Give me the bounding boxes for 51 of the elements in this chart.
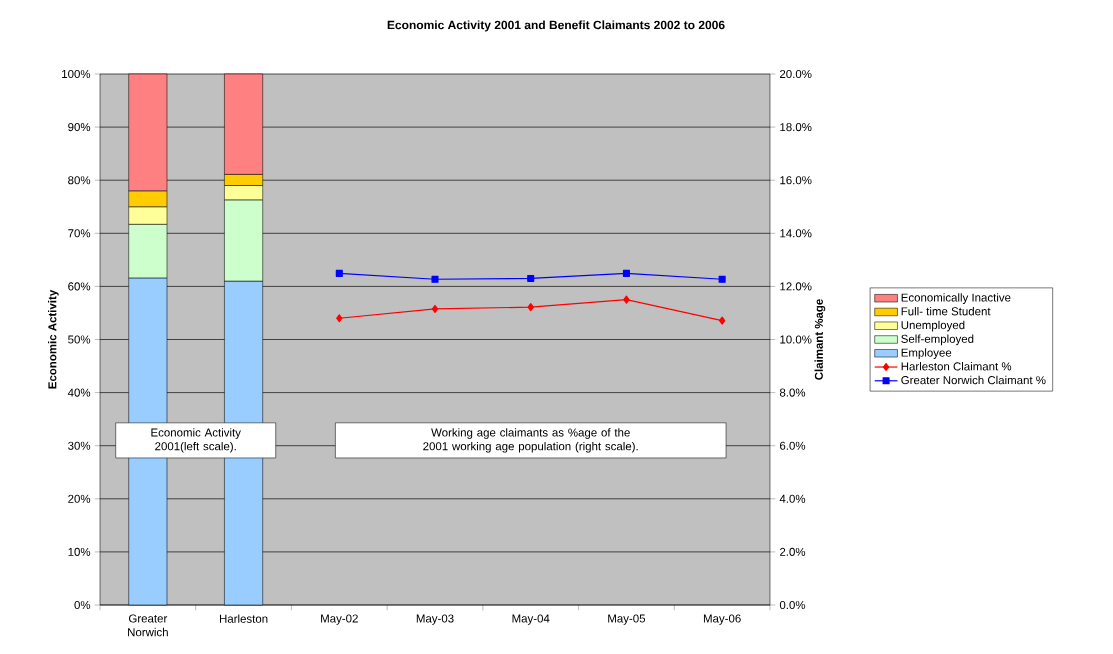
- y2-tick-label: 8.0%: [779, 388, 806, 397]
- annotation: Working age claimants as %age of the 2001 working age population (right scale).: [423, 428, 638, 453]
- point: [335, 269, 343, 277]
- legend-label: Harleston Claimant %: [901, 362, 1012, 371]
- y2-axis-title: Claimant %age: [814, 299, 826, 380]
- point: [623, 295, 630, 304]
- y-tick-label: 70%: [68, 229, 91, 238]
- y-tick-label: 100%: [62, 69, 91, 79]
- legend-label: Economically Inactive: [901, 293, 1011, 304]
- legend-label: Unemployed: [901, 320, 965, 332]
- y2-tick-label: 20.0%: [780, 69, 812, 79]
- x-tick-label: May-05: [608, 614, 646, 625]
- y-tick-label: 80%: [68, 176, 91, 185]
- x-tick-label: Harleston: [219, 614, 268, 623]
- x-tick-label: Greater Norwich: [128, 614, 168, 637]
- y2-tick-label: 12.0%: [780, 282, 812, 291]
- legend-label: Greater Norwich Claimant %: [901, 375, 1046, 385]
- annotation: Economic Activity 2001(left scale).: [151, 428, 241, 453]
- legend-label: Employee: [901, 348, 952, 359]
- y2-tick-label: 4.0%: [779, 494, 806, 503]
- y2-tick-label: 6.0%: [780, 441, 806, 450]
- y2-tick-label: 14.0%: [780, 229, 812, 238]
- y2-tick-label: 18.0%: [780, 123, 812, 132]
- y-axis-title: Economic Activity: [48, 289, 59, 389]
- y2-tick-label: 16.0%: [780, 176, 812, 185]
- legend-label: Self-employed: [901, 334, 974, 346]
- y-tick-label: 50%: [68, 335, 91, 344]
- y2-tick-label: 2.0%: [780, 547, 806, 556]
- y-tick-label: 30%: [68, 441, 91, 450]
- point: [622, 269, 630, 277]
- point: [527, 303, 534, 312]
- point: [431, 275, 439, 283]
- x-tick-label: May-06: [703, 614, 741, 625]
- y-tick-label: 10%: [68, 547, 91, 556]
- point: [718, 275, 726, 283]
- y-tick-label: 40%: [67, 388, 91, 397]
- point: [718, 316, 726, 325]
- point: [527, 274, 535, 282]
- chart-title: Economic Activity 2001 and Benefit Claimants 2002 to 2006: [387, 20, 725, 32]
- x-tick-label: May-04: [512, 614, 550, 625]
- y2-tick-label: 10.0%: [780, 335, 812, 344]
- y-tick-label: 0%: [74, 600, 91, 610]
- point: [336, 314, 343, 323]
- x-tick-label: May-03: [416, 614, 454, 625]
- y-tick-label: 60%: [68, 282, 91, 291]
- point: [431, 304, 439, 314]
- legend-label: Full- time Student: [901, 306, 991, 316]
- y2-tick-label: 0.0%: [779, 600, 806, 610]
- y-tick-label: 90%: [68, 123, 91, 132]
- x-tick-label: May-02: [321, 614, 358, 625]
- y-tick-label: 20%: [68, 494, 91, 503]
